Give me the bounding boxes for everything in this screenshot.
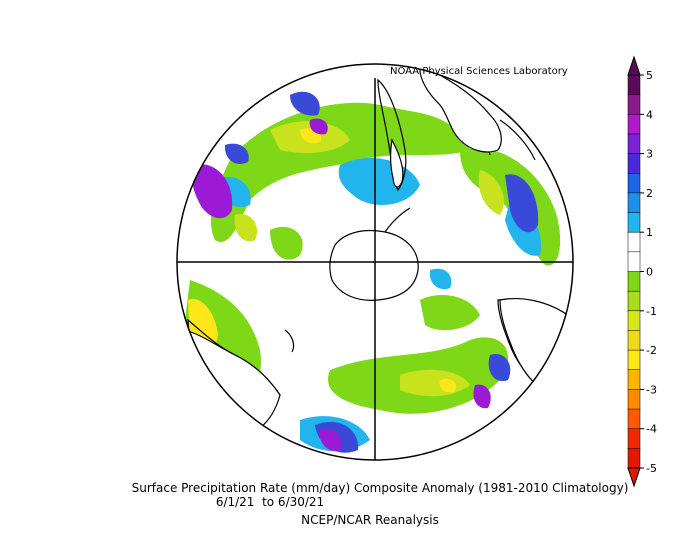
colorbar-segment — [627, 271, 641, 292]
colorbar-segment — [627, 448, 641, 469]
anomaly-region-blue — [224, 143, 249, 165]
colorbar-segment — [627, 389, 641, 410]
colorbar-tick-label: 4 — [646, 108, 653, 121]
colorbar-tick-label: -1 — [646, 305, 657, 318]
colorbar-tick-label: 3 — [646, 148, 653, 161]
anomaly-region-purple — [473, 384, 491, 409]
anomaly-region-lightblue — [429, 268, 452, 290]
colorbar-tick-label: 1 — [646, 226, 653, 239]
colorbar-segment — [627, 153, 641, 175]
anomaly-region-yellowgreen — [478, 170, 504, 215]
colorbar-tick-label: 5 — [646, 69, 653, 82]
colorbar-segment — [627, 330, 641, 351]
date-range: 6/1/21 to 6/30/21 — [215, 495, 325, 509]
colorbar-arrow-bottom — [627, 467, 641, 488]
anomaly-region-purple — [192, 164, 233, 219]
colorbar-arrow-top — [627, 55, 641, 76]
anomaly-region-green — [420, 295, 480, 331]
credit-text: NOAA Physical Sciences Laboratory — [390, 66, 568, 77]
colorbar-segment — [627, 192, 641, 214]
anomaly-region-blue — [488, 354, 511, 382]
colorbar-segment — [627, 310, 641, 332]
colorbar-tick-label: -3 — [646, 383, 657, 396]
map-title: Surface Precipitation Rate (mm/day) Comp… — [131, 481, 629, 495]
anomaly-region-green — [270, 226, 303, 260]
colorbar-segment — [627, 408, 641, 430]
colorbar-tick-label: 0 — [646, 266, 653, 279]
colorbar-segment — [627, 133, 641, 155]
colorbar-segment — [627, 369, 641, 391]
anomaly-region-yellowgreen — [234, 214, 258, 242]
colorbar-segment — [627, 231, 641, 253]
data-source: NCEP/NCAR Reanalysis — [301, 513, 439, 527]
colorbar-segment — [627, 251, 641, 273]
colorbar-segment — [627, 94, 641, 116]
colorbar: 5 4 3 2 1 0 -1 -2 -3 -4 -5 — [627, 55, 657, 488]
colorbar-segment — [627, 428, 641, 450]
colorbar-segment — [627, 212, 641, 233]
anomaly-region-purple — [309, 118, 328, 135]
colorbar-tick-label: 2 — [646, 187, 653, 200]
colorbar-segment — [627, 114, 641, 135]
colorbar-segment — [627, 74, 641, 96]
anomaly-region-purple — [319, 428, 342, 451]
colorbar-tick-label: -5 — [646, 462, 657, 475]
land-south-america — [419, 64, 502, 153]
map-boundary — [176, 63, 574, 461]
anomaly-region-blue — [290, 91, 320, 116]
colorbar-segment — [627, 349, 641, 371]
colorbar-tick-label: -2 — [646, 344, 657, 357]
colorbar-tick-label: -4 — [646, 423, 657, 436]
land-patagonia — [390, 138, 404, 188]
anomaly-region-blue — [505, 174, 539, 233]
colorbar-segment — [627, 173, 641, 194]
colorbar-segment — [627, 290, 641, 312]
anomaly-region-yellow — [439, 378, 457, 393]
